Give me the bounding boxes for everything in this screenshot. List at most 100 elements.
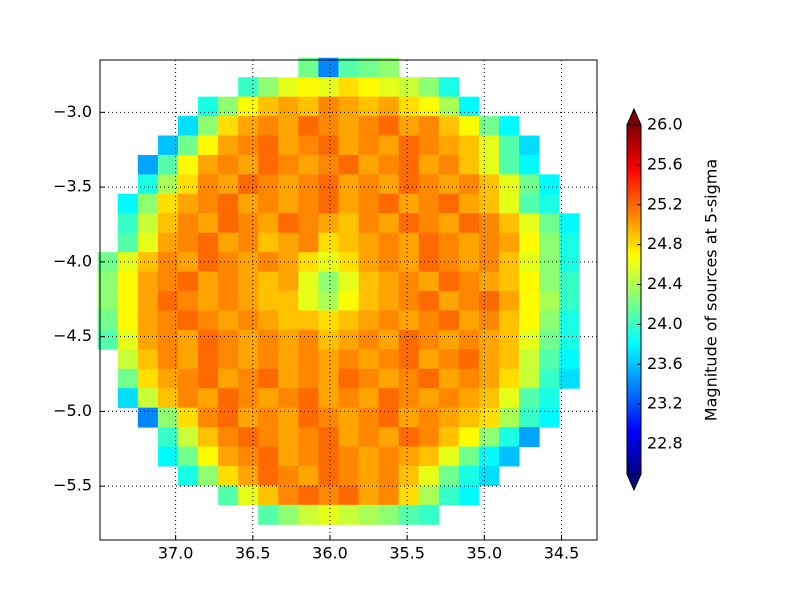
heatmap-cell [298,310,319,331]
plot-frame [99,59,598,541]
heatmap-cell [177,213,199,234]
x-tick-label: 36.0 [312,544,348,563]
heatmap-cell [498,446,520,467]
colorbar-segment [627,305,641,309]
heatmap-cell [258,485,279,506]
heatmap-cell [157,271,179,292]
heatmap-cell [218,485,239,506]
heatmap-cell [338,504,360,525]
heatmap-cell [378,291,400,311]
colorbar-segment [627,287,641,292]
heatmap-cell [418,329,440,350]
heatmap-cell [137,154,159,175]
heatmap-cell [539,407,560,428]
colorbar-tick-label: 26.0 [647,115,683,134]
colorbar-segment [627,264,641,269]
heatmap-cell [117,291,139,311]
heatmap-cell [338,465,360,486]
colorbar-segment [627,162,641,167]
heatmap-cell [298,271,319,292]
heatmap-cell [137,349,159,370]
heatmap-cell [358,174,380,195]
colorbar-segment [627,235,641,240]
heatmap-cell [238,96,259,117]
heatmap-cell [478,388,500,409]
heatmap-cell [438,213,460,234]
heatmap-cell [418,174,440,195]
heatmap-cell [198,135,219,156]
heatmap-cell [519,349,540,370]
heatmap-cell [498,252,520,273]
heatmap-cell [238,368,259,389]
heatmap-cell [157,407,179,428]
heatmap-cell [198,154,219,175]
heatmap-cell [539,232,560,253]
heatmap-cell [238,213,259,234]
heatmap-cell [358,116,380,137]
heatmap-cell [378,96,400,117]
heatmap-cell [218,193,239,214]
heatmap-cell [298,504,319,525]
heatmap-cell [298,96,319,117]
colorbar-segment [627,383,641,388]
heatmap-cell [418,291,440,311]
heatmap-cell [519,329,540,350]
heatmap-cell [378,116,400,137]
heatmap-cell [218,329,239,350]
heatmap-cell [498,193,520,214]
heatmap-cell [358,213,380,234]
heatmap-cell [458,310,480,331]
colorbar-segment [627,410,641,414]
colorbar-tick-label: 25.2 [647,194,683,213]
heatmap-cell [559,310,580,331]
colorbar-segment [627,203,641,208]
colorbar-segment [627,273,641,277]
heatmap-cell [157,174,179,195]
heatmap-cell [438,77,460,98]
heatmap-cell [519,135,540,156]
colorbar-segment [627,363,641,367]
heatmap-cell [559,271,580,292]
colorbar-segment [627,471,641,475]
colorbar-segment [627,145,641,149]
colorbar-segment [627,322,641,327]
heatmap-cell [177,329,199,350]
colorbar-segment [627,258,641,263]
heatmap-cell [238,485,259,506]
colorbar-segment [627,334,641,338]
heatmap-cell [338,329,360,350]
heatmap-cell [298,135,319,156]
heatmap-cell [378,446,400,467]
colorbar-segment [627,389,641,394]
heatmap-cell [258,329,279,350]
heatmap-cell [418,232,440,253]
heatmap-cell [258,349,279,370]
heatmap-cell [519,271,540,292]
heatmap-cell [478,407,500,428]
heatmap-cell [438,193,460,214]
heatmap-cell [378,193,400,214]
heatmap-cell [318,349,339,370]
heatmap-cell [418,310,440,331]
heatmap-cell [458,154,480,175]
heatmap-cell [559,232,580,253]
heatmap-cell [438,485,460,506]
colorbar-segment [627,302,641,306]
y-tick-label: −3.0 [53,102,92,121]
heatmap-cell [318,485,339,506]
heatmap-cell [318,329,339,350]
heatmap-cell [157,349,179,370]
x-tick-label: 35.5 [389,544,425,563]
heatmap-cell [278,465,299,486]
heatmap-cell [358,446,380,467]
colorbar-segment [627,439,641,443]
heatmap-cell [378,465,400,486]
heatmap-cell [177,368,199,389]
heatmap-cell [218,349,239,370]
heatmap-cell [378,388,400,409]
heatmap-cell [278,213,299,234]
colorbar-segment [627,421,641,426]
heatmap-cell [458,446,480,467]
heatmap-cell [418,271,440,292]
